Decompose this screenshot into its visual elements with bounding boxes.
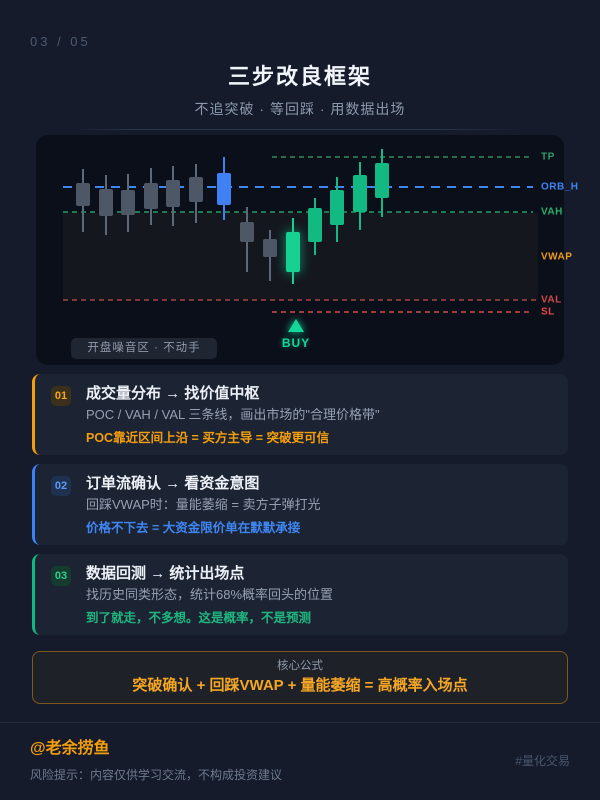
step-1-desc: POC / VAH / VAL 三条线，画出市场的"合理价格带"	[86, 407, 380, 422]
level-line-tp	[272, 156, 533, 158]
step-card-3: 03 数据回测 → 统计出场点 找历史同类形态，统计68%概率回头的位置 到了就…	[32, 554, 568, 635]
step-3-badge: 03	[51, 566, 71, 586]
page-indicator: 03 / 05	[30, 34, 91, 49]
buy-arrow-icon	[288, 319, 304, 332]
level-line-val	[63, 299, 538, 301]
step-1-title: 成交量分布 → 找价值中枢	[86, 385, 260, 402]
footer: @老余捞鱼 风险提示：内容仅供学习交流，不构成投资建议 #量化交易	[0, 722, 600, 783]
topic-hashtag: #量化交易	[515, 754, 570, 768]
level-label-vah: VAH	[541, 206, 563, 218]
level-label-orb-h: ORB_H	[541, 181, 579, 193]
page-title: 三步改良框架	[227, 64, 372, 89]
candle-14-body	[375, 163, 389, 198]
buy-label: BUY	[281, 336, 311, 350]
candle-12-body	[330, 190, 344, 225]
candle-2-body	[99, 189, 113, 216]
step-1-badge: 01	[51, 386, 71, 406]
level-line-sl	[272, 311, 533, 313]
page-subtitle: 不追突破 · 等回踩 · 用数据出场	[194, 101, 406, 117]
candle-11-body	[308, 208, 322, 242]
step-2-title: 订单流确认 → 看资金意图	[86, 475, 260, 492]
step-3-desc: 找历史同类形态，统计68%概率回头的位置	[86, 587, 334, 602]
step-1-body: 成交量分布 → 找价值中枢 POC / VAH / VAL 三条线，画出市场的"…	[86, 384, 552, 445]
formula-box: 核心公式 突破确认 + 回踩VWAP + 量能萎缩 = 高概率入场点	[32, 651, 568, 704]
step-2-desc: 回踩VWAP时：量能萎缩 = 卖方子弹打光	[86, 497, 321, 512]
step-3-highlight: 到了就走，不多想。这是概率，不是预测	[86, 611, 312, 625]
candle-13-body	[353, 175, 367, 212]
level-label-vwap: VWAP	[541, 251, 573, 263]
risk-disclaimer: 风险提示：内容仅供学习交流，不构成投资建议	[30, 768, 283, 782]
level-line-orb-h	[63, 186, 533, 188]
candle-1-body	[76, 183, 90, 206]
step-3-body: 数据回测 → 统计出场点 找历史同类形态，统计68%概率回头的位置 到了就走，不…	[86, 564, 552, 625]
candle-9-body	[263, 239, 277, 257]
candle-8-body	[240, 222, 254, 242]
level-line-vah	[63, 211, 533, 213]
candle-4-body	[144, 183, 158, 209]
chart-panel: TP ORB_H VAH VWAP VAL SL BUY 开盘噪音区 · 不动手	[36, 135, 578, 365]
steps-list: 01 成交量分布 → 找价值中枢 POC / VAH / VAL 三条线，画出市…	[32, 374, 568, 635]
formula-text: 突破确认 + 回踩VWAP + 量能萎缩 = 高概率入场点	[132, 677, 468, 694]
header: 03 / 05 三步改良框架 不追突破 · 等回踩 · 用数据出场	[0, 0, 600, 130]
footer-left: @老余捞鱼 风险提示：内容仅供学习交流，不构成投资建议	[30, 738, 282, 783]
author-handle: @老余捞鱼	[30, 740, 110, 757]
candle-10-body	[286, 232, 300, 272]
step-3-title: 数据回测 → 统计出场点	[86, 565, 245, 582]
candle-5-body	[166, 180, 180, 207]
chart-stage: TP ORB_H VAH VWAP VAL SL BUY 开盘噪音区 · 不动手	[36, 135, 578, 365]
step-card-1: 01 成交量分布 → 找价值中枢 POC / VAH / VAL 三条线，画出市…	[32, 374, 568, 455]
noise-zone-pill: 开盘噪音区 · 不动手	[71, 338, 217, 359]
level-label-sl: SL	[541, 306, 555, 318]
step-2-body: 订单流确认 → 看资金意图 回踩VWAP时：量能萎缩 = 卖方子弹打光 价格不下…	[86, 474, 552, 535]
step-1-highlight: POC靠近区间上沿 = 买方主导 = 突破更可信	[86, 431, 330, 445]
candle-6-body	[189, 177, 203, 202]
candle-7-body	[217, 173, 231, 205]
step-card-2: 02 订单流确认 → 看资金意图 回踩VWAP时：量能萎缩 = 卖方子弹打光 价…	[32, 464, 568, 545]
level-label-val: VAL	[541, 294, 562, 306]
formula-label: 核心公式	[277, 660, 323, 672]
level-label-tp: TP	[541, 151, 555, 163]
step-2-badge: 02	[51, 476, 71, 496]
candle-3-body	[121, 190, 135, 215]
step-2-highlight: 价格不下去 = 大资金限价单在默默承接	[86, 521, 301, 535]
header-divider	[75, 129, 525, 130]
value-area-shading	[63, 213, 538, 300]
